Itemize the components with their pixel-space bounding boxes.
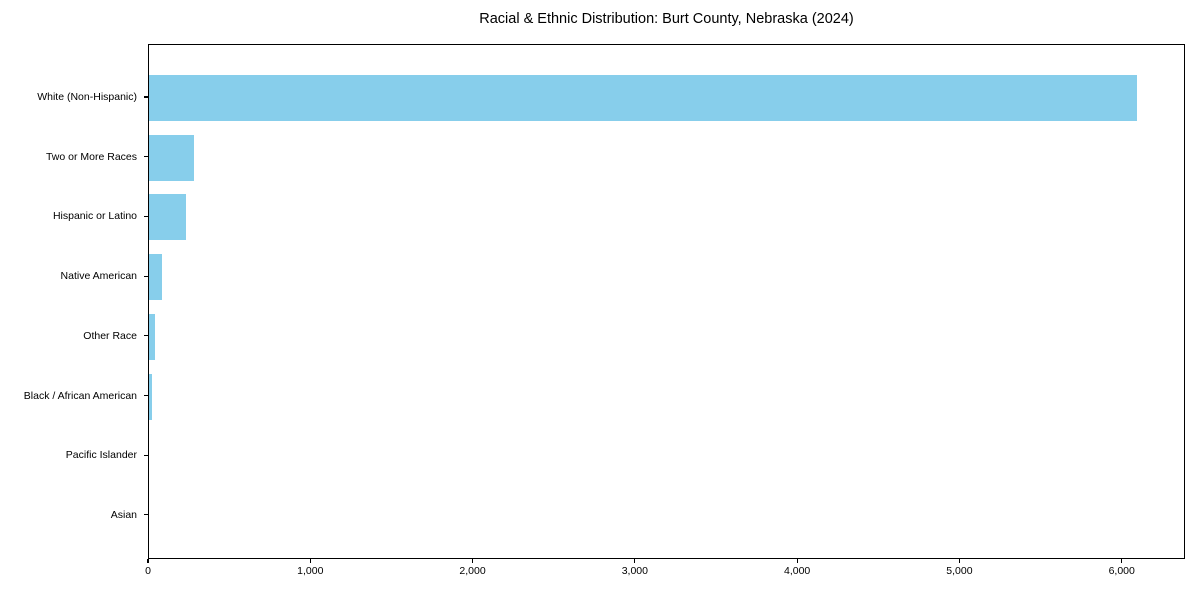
y-tick-mark-two-or-more-races xyxy=(144,156,148,158)
y-tick-mark-white-non-hispanic xyxy=(144,96,148,98)
x-tick-mark-6,000 xyxy=(1121,559,1123,563)
x-tick-label-6,000: 6,000 xyxy=(1108,565,1135,577)
x-tick-label-3,000: 3,000 xyxy=(621,565,648,577)
y-tick-mark-asian xyxy=(144,514,148,516)
x-tick-label-5,000: 5,000 xyxy=(946,565,973,577)
bar-other-race xyxy=(149,313,156,360)
bar-white-non-hispanic xyxy=(149,75,1137,121)
plot-area xyxy=(148,44,1185,559)
y-tick-label-two-or-more-races: Two or More Races xyxy=(45,150,137,163)
y-tick-label-asian: Asian xyxy=(110,508,137,521)
bar-native-american xyxy=(149,254,162,301)
y-tick-label-white-non-hispanic: White (Non-Hispanic) xyxy=(37,91,137,103)
x-tick-label-4,000: 4,000 xyxy=(783,565,811,577)
y-tick-mark-native-american xyxy=(144,275,148,277)
y-tick-label-other-race: Other Race xyxy=(83,329,137,342)
bar-black-african-american xyxy=(149,373,152,420)
x-tick-label-1,000: 1,000 xyxy=(297,565,324,577)
y-tick-mark-black-african-american xyxy=(144,394,148,397)
x-tick-mark-5,000 xyxy=(958,559,960,563)
y-tick-label-pacific-islander: Pacific Islander xyxy=(65,449,137,462)
x-tick-mark-2,000 xyxy=(471,559,474,563)
bar-hispanic-or-latino xyxy=(149,194,186,241)
chart-title: Racial & Ethnic Distribution: Burt Count… xyxy=(479,11,854,27)
y-tick-label-hispanic-or-latino: Hispanic or Latino xyxy=(52,210,137,223)
y-tick-label-black-african-american: Black / African American xyxy=(23,389,137,402)
x-tick-mark-1,000 xyxy=(309,559,311,563)
y-tick-mark-pacific-islander xyxy=(144,454,148,456)
x-tick-label-0: 0 xyxy=(145,565,151,577)
x-tick-mark-3,000 xyxy=(634,559,636,563)
x-tick-mark-4,000 xyxy=(796,559,798,563)
y-tick-mark-other-race xyxy=(144,335,148,337)
y-tick-mark-hispanic-or-latino xyxy=(144,215,148,217)
x-tick-label-2,000: 2,000 xyxy=(459,565,486,577)
bar-two-or-more-races xyxy=(149,134,194,181)
x-tick-mark-0 xyxy=(147,559,149,563)
y-tick-label-native-american: Native American xyxy=(60,270,137,283)
